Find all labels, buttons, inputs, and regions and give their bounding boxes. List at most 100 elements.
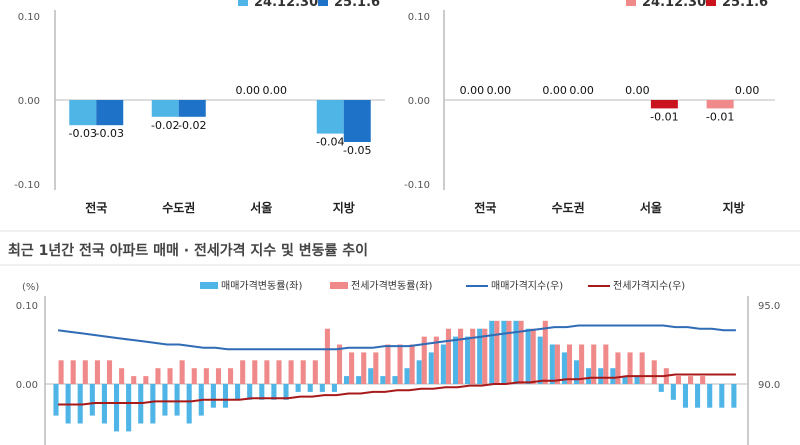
sale-bar-0-1 [96,100,124,126]
sale-bar-1-0 [151,100,179,117]
trend-jeonse-rate-bar-27 [385,344,391,384]
trend-sale-rate-bar-21 [307,384,313,392]
trend-jeonse-rate-bar-38 [518,320,524,384]
trend-sale-rate-bar-0 [53,384,59,416]
trend-jeonse-rate-bar-49 [651,360,657,384]
trend-sale-rate-bar-26 [368,368,374,384]
sale-legend-curr-swatch [318,0,328,6]
sale-ytick-bottom: -0.10 [14,180,40,191]
trend-sale-rate-bar-25 [356,376,362,384]
trend-sale-rate-bar-40 [537,336,543,384]
jeonse-data-label-0-1: 0.00 [487,84,512,97]
sale-category-1: 수도권 [162,201,195,215]
trend-sale-rate-bar-17 [259,384,265,400]
trend-jeonse-rate-bar-19 [288,360,294,384]
jeonse-data-label-1-1: 0.00 [569,84,594,97]
trend-jeonse-rate-bar-31 [433,336,439,384]
trend-sale-rate-bar-44 [586,368,592,384]
trend-sale-rate-bar-38 [513,320,519,384]
trend-jeonse-rate-bar-45 [603,344,609,384]
jeonse-bar-2-1 [650,100,678,109]
trend-jeonse-rate-bar-37 [506,320,512,384]
trend-jeonse-rate-bar-18 [276,360,282,384]
trend-jeonse-rate-bar-3 [94,360,100,384]
trend-jeonse-rate-bar-52 [688,376,694,384]
trend-jeonse-rate-bar-24 [349,352,355,384]
trend-jeonse-rate-bar-14 [228,368,234,384]
jeonse-legend-prev-label: 24.12.30 [642,0,706,10]
trend-sale-rate-bar-36 [489,320,495,384]
trend-sale-rate-bar-16 [247,384,253,400]
sale-panel: 24.12.30 25.1.6 0.10 0.00 -0.10 -0.03-0.… [14,0,385,215]
trend-jeonse-rate-bar-23 [336,344,343,384]
trend-legend-sale-index: 매매가격지수(우) [491,279,563,292]
trend-jeonse-rate-bar-33 [458,328,464,384]
trend-sale-rate-bar-34 [465,336,471,384]
trend-jeonse-rate-bar-29 [409,344,415,384]
jeonse-category-2: 서울 [640,200,662,215]
trend-jeonse-rate-bar-36 [494,320,500,384]
sale-legend: 24.12.30 25.1.6 [238,0,380,10]
trend-sale-rate-bar-18 [271,384,277,400]
trend-jeonse-rate-bar-44 [591,344,597,384]
trend-jeonse-rate-bar-12 [203,368,209,384]
trend-sale-rate-bar-55 [719,384,725,408]
sale-legend-curr-label: 25.1.6 [334,0,380,10]
trend-jeonse-rate-bar-32 [445,328,452,384]
trend-sale-rate-bar-10 [174,384,180,416]
jeonse-data-label-3-1: 0.00 [735,84,760,97]
trend-panel: (%) 0.10 0.00 95.0 90.0 매매가격변동률(좌) 전세가격변… [16,279,780,445]
trend-jeonse-rate-bar-8 [155,368,161,384]
jeonse-data-label-2-0: 0.00 [625,84,650,97]
trend-jeonse-rate-bar-17 [264,360,270,384]
trend-sale-rate-bar-27 [380,376,386,384]
trend-sale-rate-bar-29 [404,368,410,384]
trend-sale-rate-bar-20 [295,384,301,392]
trend-jeonse-rate-bar-46 [615,352,621,384]
trend-sale-rate-bar-3 [89,384,95,416]
jeonse-legend-curr-swatch [706,0,716,6]
trend-jeonse-rate-bar-16 [252,360,258,384]
trend-sale-rate-bar-14 [222,384,229,408]
sale-data-label-0-0: -0.03 [69,127,97,140]
sale-data-label-0-1: -0.03 [96,127,124,140]
trend-jeonse-rate-bar-13 [215,368,222,384]
trend-legend-sale-rate-swatch [200,282,218,289]
trend-jeonse-rate-bar-42 [566,344,573,384]
trend-jeonse-rate-bar-7 [143,376,149,384]
trend-jeonse-rate-bar-15 [240,360,246,384]
trend-jeonse-rate-bar-43 [579,344,585,384]
trend-jeonse-rate-bar-9 [167,368,173,384]
trend-legend-jeonse-index: 전세가격지수(우) [613,279,685,292]
trend-sale-rate-bar-5 [113,384,120,432]
trend-sale-rate-bar-50 [658,384,664,392]
trend-jeonse-rate-bar-30 [421,336,427,384]
trend-sale-rate-bar-37 [501,320,507,384]
trend-jeonse-rate-bar-40 [542,320,548,384]
sale-ytick-top: 0.10 [18,12,40,23]
trend-jeonse-rate-bar-47 [627,352,633,384]
trend-ytick-right-mid: 90.0 [758,380,780,391]
trend-sale-rate-bar-35 [477,328,483,384]
trend-jeonse-rate-bar-25 [361,352,367,384]
trend-sale-rate-bar-46 [610,368,616,384]
jeonse-category-1: 수도권 [552,201,585,215]
trend-jeonse-index-line [58,373,736,406]
jeonse-data-label-1-0: 0.00 [542,84,567,97]
jeonse-legend-prev-swatch [626,0,636,6]
trend-legend-jeonse-rate: 전세가격변동률(좌) [351,279,433,292]
trend-jeonse-rate-bar-2 [82,360,88,384]
trend-sale-rate-bar-30 [416,360,422,384]
trend-jeonse-rate-bar-34 [470,328,476,384]
sale-ytick-mid: 0.00 [18,96,40,107]
jeonse-ytick-bottom: -0.10 [404,180,430,191]
trend-legend: 매매가격변동률(좌) 전세가격변동률(좌) 매매가격지수(우) 전세가격지수(우… [200,279,685,292]
jeonse-data-label-3-0: -0.01 [706,110,734,123]
trend-sale-rate-bar-9 [162,384,168,416]
trend-sale-rate-bar-52 [682,384,689,408]
trend-legend-sale-rate: 매매가격변동률(좌) [221,279,303,292]
trend-sale-rate-bar-45 [598,368,604,384]
trend-sale-rate-bar-42 [561,352,567,384]
trend-sale-index-line [57,324,736,351]
